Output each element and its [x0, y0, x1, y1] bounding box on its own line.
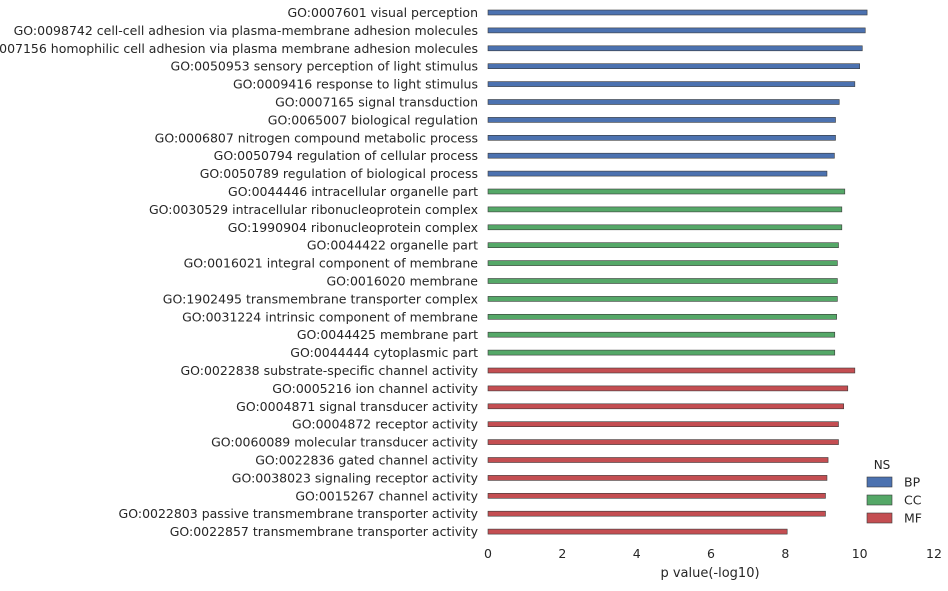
category-label: GO:0022857 transmembrane transporter act… [170, 524, 479, 539]
category-label: GO:0044446 intracellular organelle part [228, 184, 478, 199]
bar [487, 27, 866, 34]
bar [487, 492, 826, 499]
category-label: GO:0004871 signal transducer activity [236, 399, 478, 414]
category-label: GO:1902495 transmembrane transporter com… [163, 291, 478, 306]
bar [487, 439, 839, 445]
bar [487, 170, 828, 177]
category-label: GO:0050953 sensory perception of light s… [171, 59, 478, 74]
bar [487, 152, 835, 159]
bar [487, 278, 838, 284]
category-label: GO:0044444 cytoplasmic part [290, 345, 478, 360]
category-label: GO:0065007 biological regulation [268, 112, 478, 127]
legend-entries: BP CC MF [866, 475, 922, 526]
category-label: GO:0038023 signaling receptor activity [232, 470, 479, 485]
bar [487, 188, 846, 195]
bar [487, 45, 863, 52]
bar [487, 260, 838, 266]
category-label: GO:0016020 membrane [326, 274, 478, 289]
legend-swatch [866, 476, 893, 488]
bar [487, 9, 868, 16]
category-label: GO:0015267 channel activity [295, 488, 478, 503]
legend-label: MF [904, 511, 922, 526]
category-label: GO:0005216 ion channel activity [272, 381, 478, 396]
x-tick-label: 2 [558, 546, 566, 561]
legend-label: BP [904, 475, 921, 490]
x-axis-ticks: 0 2 4 6 8 10 12 [484, 546, 942, 561]
x-tick-label: 12 [926, 546, 942, 561]
category-label: GO:0016021 integral component of membran… [184, 256, 479, 271]
category-label: GO:0004872 receptor activity [292, 417, 479, 432]
bar [487, 224, 843, 231]
category-label: GO:0022803 passive transmembrane transpo… [119, 506, 479, 521]
category-label: GO:0022836 gated channel activity [255, 453, 478, 468]
category-label: GO:0044422 organelle part [307, 238, 478, 253]
bar [487, 117, 836, 123]
bar [487, 475, 828, 481]
category-label: GO:0007156 homophilic cell adhesion via … [0, 41, 478, 56]
category-label: GO:0050789 regulation of biological proc… [200, 166, 478, 181]
category-label: GO:0007165 signal transduction [275, 95, 478, 110]
category-label: GO:0050794 regulation of cellular proces… [214, 148, 478, 163]
bar [487, 367, 856, 374]
bar [487, 457, 829, 463]
category-label: GO:0030529 intracellular ribonucleoprote… [149, 202, 478, 217]
x-tick-label: 0 [484, 546, 492, 561]
bar [487, 99, 840, 105]
category-label: GO:0060089 molecular transducer activity [211, 435, 479, 450]
category-labels: GO:0007601 visual perception GO:0098742 c… [0, 5, 479, 539]
bar [487, 528, 788, 535]
x-tick-label: 10 [852, 546, 868, 561]
bar [487, 63, 860, 70]
category-label: GO:0009416 response to light stimulus [233, 77, 478, 92]
category-label: GO:0031224 intrinsic component of membra… [182, 309, 478, 324]
bar [487, 403, 844, 410]
bar [487, 313, 837, 320]
bars-layer [487, 9, 868, 535]
bar [487, 510, 826, 517]
category-label: GO:1990904 ribonucleoprotein complex [228, 220, 478, 235]
x-tick-label: 8 [781, 546, 789, 561]
legend-label: CC [904, 493, 922, 508]
bar [487, 206, 843, 213]
legend: NS BP CC MF [866, 458, 922, 526]
category-label: GO:0006807 nitrogen compound metabolic p… [155, 130, 478, 145]
bar [487, 135, 836, 141]
x-tick-label: 4 [633, 546, 641, 561]
bar [487, 81, 856, 87]
x-tick-label: 6 [707, 546, 715, 561]
category-label: GO:0098742 cell-cell adhesion via plasma… [14, 23, 478, 38]
bar [487, 385, 849, 392]
bar [487, 296, 838, 302]
legend-swatch [866, 512, 893, 524]
category-label: GO:0044425 membrane part [297, 327, 478, 342]
category-label: GO:0007601 visual perception [287, 5, 478, 20]
x-axis-label: p value(-log10) [660, 566, 759, 581]
category-label: GO:0022838 substrate-specific channel ac… [180, 363, 478, 378]
legend-title: NS [874, 458, 891, 472]
bar [487, 421, 839, 428]
legend-swatch [866, 494, 893, 506]
bar [487, 331, 836, 338]
bar [487, 349, 836, 356]
bar [487, 242, 839, 248]
